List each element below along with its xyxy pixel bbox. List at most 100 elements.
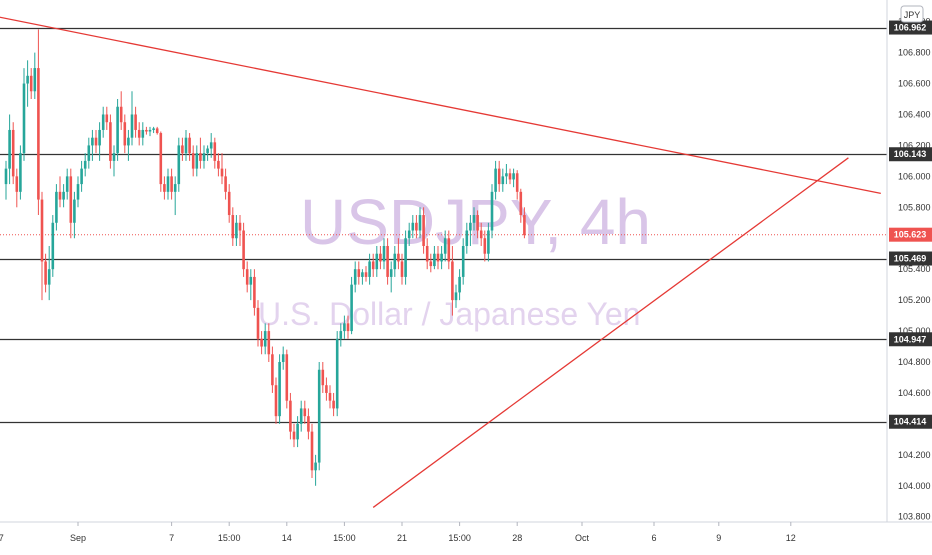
candle-body <box>105 114 109 123</box>
candle-body <box>29 75 33 92</box>
candle-body <box>267 331 271 355</box>
time-tick-label: 21 <box>397 533 407 543</box>
candle-body <box>317 369 321 463</box>
candle-body <box>436 253 440 262</box>
candle-body <box>328 392 332 401</box>
candle-body <box>112 153 116 161</box>
candle-body <box>386 245 389 277</box>
candle-body <box>202 153 206 161</box>
candle-body <box>418 215 422 231</box>
candle-body <box>271 354 274 386</box>
candles <box>4 29 526 486</box>
time-tick-label: 7 <box>169 533 174 543</box>
price-tick-label: 104.000 <box>898 481 931 491</box>
candle-body <box>40 199 44 262</box>
candle-body <box>512 173 515 180</box>
price-tick-label: 105.400 <box>898 264 931 274</box>
candle-body <box>249 276 253 285</box>
candle-body <box>325 385 328 393</box>
candle-body <box>454 292 458 301</box>
candle-body <box>245 269 249 285</box>
candle-body <box>357 269 361 277</box>
chart-subtitle-watermark: U.S. Dollar / Japanese Yen <box>258 296 640 332</box>
candle-body <box>382 245 386 262</box>
candle-body <box>184 137 188 154</box>
level-price-tag-label: 104.414 <box>894 417 927 427</box>
candle-body <box>191 153 195 169</box>
time-tick-label: 15:00 <box>448 533 471 543</box>
candle-body <box>278 362 281 417</box>
candle-body <box>397 253 400 262</box>
candle-body <box>447 238 451 262</box>
time-tick-label: 15:00 <box>333 533 356 543</box>
candle-body <box>321 369 325 386</box>
candle-body <box>69 176 73 223</box>
candle-body <box>364 272 368 277</box>
candle-body <box>163 184 166 192</box>
current-price-tag-box <box>889 227 932 242</box>
price-tick-label: 105.800 <box>898 202 931 212</box>
trendline <box>0 16 881 195</box>
candle-body <box>87 145 91 161</box>
candle-body <box>224 176 227 192</box>
candle-body <box>220 168 224 177</box>
candle-body <box>145 129 148 132</box>
candle-body <box>91 137 94 146</box>
candle-body <box>11 129 15 177</box>
candle-body <box>166 176 170 192</box>
candle-body <box>173 184 177 192</box>
candle-body <box>26 75 29 84</box>
candle-body <box>332 400 335 409</box>
time-tick-label: Sep <box>70 533 86 543</box>
candle-body <box>256 307 260 339</box>
candle-body <box>134 114 137 130</box>
candle-body <box>281 354 285 363</box>
price-tick-label: 104.800 <box>898 357 931 367</box>
time-tick-label: 6 <box>651 533 656 543</box>
candle-body <box>123 122 127 146</box>
level-price-tag-label: 106.143 <box>894 149 927 159</box>
time-tick-label: Oct <box>575 533 590 543</box>
candle-body <box>497 168 501 185</box>
time-tick-label: 14 <box>282 533 292 543</box>
candle-body <box>58 191 62 200</box>
level-price-tag-label: 104.947 <box>894 334 927 344</box>
candle-body <box>422 215 425 246</box>
candle-body <box>170 176 173 192</box>
price-tags: 106.962 106.143 105.469 104.947 104.414 105.6… <box>889 20 932 429</box>
currency-badge-box[interactable] <box>900 5 924 23</box>
candle-body <box>415 222 418 231</box>
candle-body <box>55 191 58 223</box>
candle-body <box>8 129 11 169</box>
candle-body <box>350 284 353 332</box>
candle-body <box>361 272 364 277</box>
candle-body <box>19 153 22 192</box>
candle-body <box>231 215 235 239</box>
candle-body <box>407 230 411 239</box>
candle-body <box>443 238 447 254</box>
candle-body <box>263 331 267 347</box>
candle-body <box>296 423 299 440</box>
candle-body <box>98 129 101 146</box>
candle-body <box>494 168 497 192</box>
candle-body <box>371 261 375 270</box>
currency-badge[interactable]: JPY <box>900 5 924 23</box>
price-tick-label: 105.200 <box>898 295 931 305</box>
candle-body <box>152 128 155 130</box>
candle-body <box>404 238 407 277</box>
horizontal-levels <box>0 27 887 424</box>
price-tick-label: 106.600 <box>898 79 931 89</box>
candle-body <box>80 168 83 185</box>
candle-body <box>159 133 163 185</box>
candle-body <box>94 137 98 146</box>
candle-body <box>339 331 343 339</box>
candle-body <box>177 145 181 185</box>
candle-body <box>206 148 209 154</box>
price-tick-label: 104.200 <box>898 450 931 460</box>
candle-body <box>379 253 382 262</box>
candle-body <box>199 153 202 161</box>
candle-body <box>487 230 490 254</box>
candle-body <box>469 222 472 231</box>
candle-body <box>335 338 339 409</box>
